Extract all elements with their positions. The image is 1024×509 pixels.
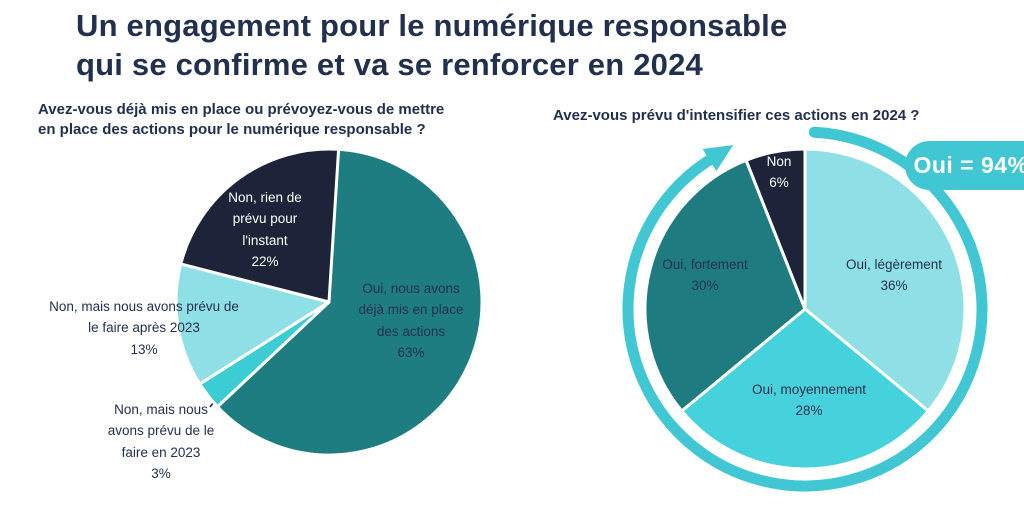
slice-label-moyennement-28: Oui, moyennement 28% [752,357,866,443]
slice-value: 36% [880,278,908,293]
progress-ring-arc [622,126,988,492]
left-chart-question: Avez-vous déjà mis en place ou prévoyez-… [38,101,445,138]
pie-slice [803,147,967,413]
pie-slice [174,262,331,386]
slice-value: 6% [769,175,789,190]
slice-value: 63% [397,345,425,361]
oui-total-badge: Oui = 94% [905,141,1024,190]
pie-slice [215,147,484,457]
slice-value: 3% [151,466,171,482]
page-title: Un engagement pour le numérique responsa… [76,8,788,83]
slice-label-oui-63: Oui, nous avons déjà mis en place des ac… [358,256,463,386]
slice-label-legerement-36: Oui, légèrement 36% [846,232,942,318]
pie-slice [744,147,807,311]
slice-value: 28% [795,403,823,418]
left-pie-chart [174,147,484,457]
pie-slice [179,147,341,304]
infographic-slide: Un engagement pour le numérique responsa… [38,8,1024,492]
ring-arrowhead-icon [702,145,734,171]
slice-label-apres-2023-13: Non, mais nous avons prévu de le faire a… [49,274,239,382]
slice-label-non-6: Non 6% [767,129,792,215]
slice-label-fortement-30: Oui, fortement 30% [662,232,748,318]
right-pie-chart [622,126,988,492]
slice-value: 22% [251,254,279,270]
pie-slice [680,307,930,471]
slice-label-en-2023-3: Non, mais nous avons prévu de le faire e… [108,377,215,507]
pie-slice [643,158,807,413]
slice-label-non-22: Non, rien de prévu pour l'instant 22% [228,165,302,295]
right-chart-question: Avez-vous prévu d'intensifier ces action… [553,107,920,124]
slice-value: 30% [691,278,719,293]
slice-value: 13% [130,341,158,357]
